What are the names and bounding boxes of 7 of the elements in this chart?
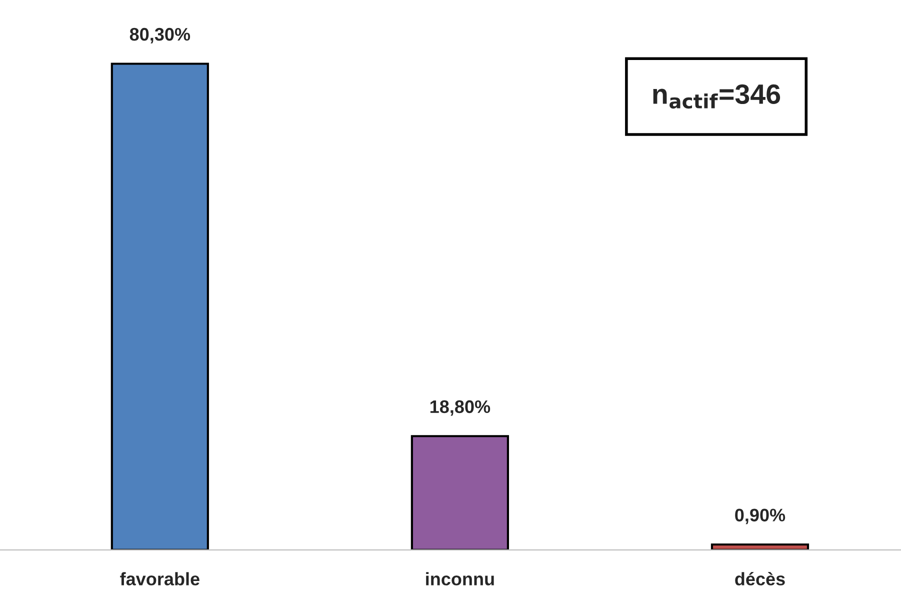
data-label: 80,30% — [130, 28, 190, 44]
x-tick-label: inconnu — [426, 572, 494, 586]
data-label: 0,90% — [735, 508, 786, 524]
x-tick-label: décès — [735, 572, 785, 586]
x-tick-label: favorable — [120, 572, 200, 586]
annotation: n$_{actif}$=346 — [653, 84, 780, 109]
data-label: 18,80% — [430, 400, 490, 416]
